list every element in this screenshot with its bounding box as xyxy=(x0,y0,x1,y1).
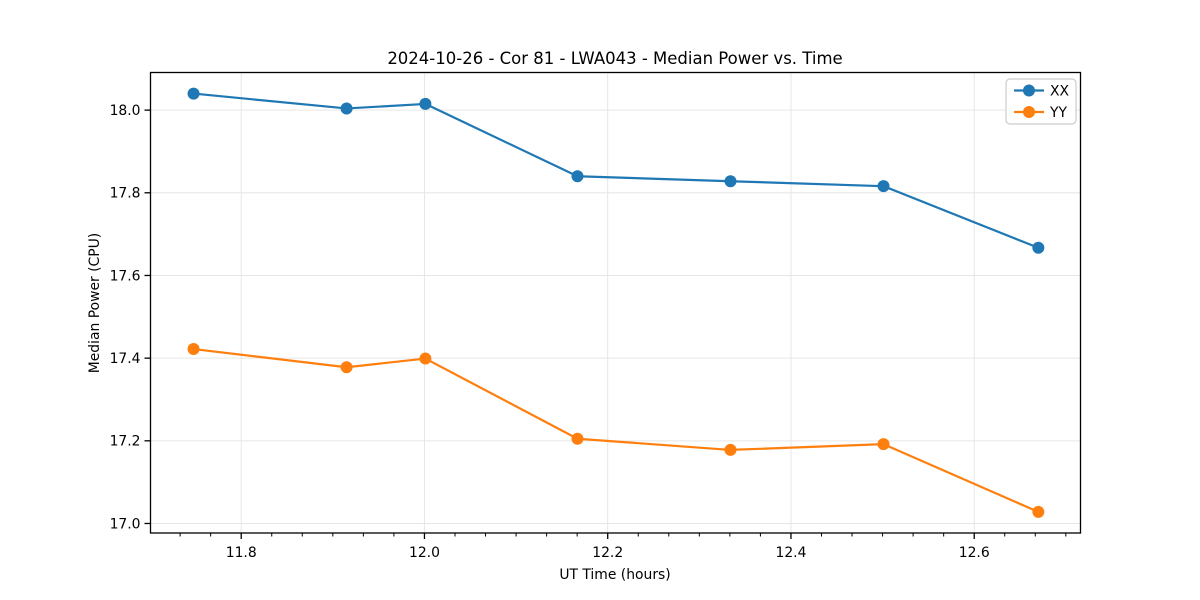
series-yy-marker xyxy=(1032,505,1045,518)
x-tick-label: 12.2 xyxy=(592,545,623,561)
y-tick-label: 17.4 xyxy=(110,351,141,367)
y-tick-label: 18.0 xyxy=(110,103,141,119)
series-xx-marker xyxy=(340,102,353,115)
y-tick-label: 17.6 xyxy=(110,268,141,284)
series-xx-marker xyxy=(571,170,584,183)
x-tick-label: 12.4 xyxy=(775,545,806,561)
x-axis-label: UT Time (hours) xyxy=(559,567,670,583)
x-tick-label: 12.0 xyxy=(409,545,440,561)
y-tick-label: 17.8 xyxy=(110,186,141,202)
chart-title: 2024-10-26 - Cor 81 - LWA043 - Median Po… xyxy=(387,49,842,68)
series-xx-marker xyxy=(1032,241,1045,254)
series-xx-marker xyxy=(187,87,200,100)
plot-border xyxy=(149,71,1082,534)
series-xx-line xyxy=(192,92,1040,249)
legend-label-yy: YY xyxy=(1049,105,1067,121)
plot-area: 11.8 12.0 12.2 12.4 12.6 17.0 17.2 17.4 17.6 17.8… xyxy=(110,71,1082,561)
series-yy-line xyxy=(192,347,1040,514)
series-xx-marker xyxy=(419,97,432,110)
y-tick-label: 17.2 xyxy=(110,434,141,450)
y-axis-label: Median Power (CPU) xyxy=(87,233,103,373)
legend-marker-yy xyxy=(1023,106,1035,118)
series-yy-marker xyxy=(340,361,353,374)
series-xx-marker xyxy=(877,180,890,193)
series-yy-marker xyxy=(419,352,432,365)
series-yy-marker xyxy=(724,443,737,456)
series-yy-marker xyxy=(571,432,584,445)
x-tick-label: 12.6 xyxy=(959,545,990,561)
series-yy-marker xyxy=(877,438,890,451)
x-tick-label: 11.8 xyxy=(226,545,257,561)
series-xx-marker xyxy=(724,175,737,188)
y-tick-label: 17.0 xyxy=(110,516,141,532)
legend-marker-xx xyxy=(1023,84,1035,97)
legend-label-xx: XX xyxy=(1050,83,1070,99)
series-yy-marker xyxy=(187,343,200,356)
